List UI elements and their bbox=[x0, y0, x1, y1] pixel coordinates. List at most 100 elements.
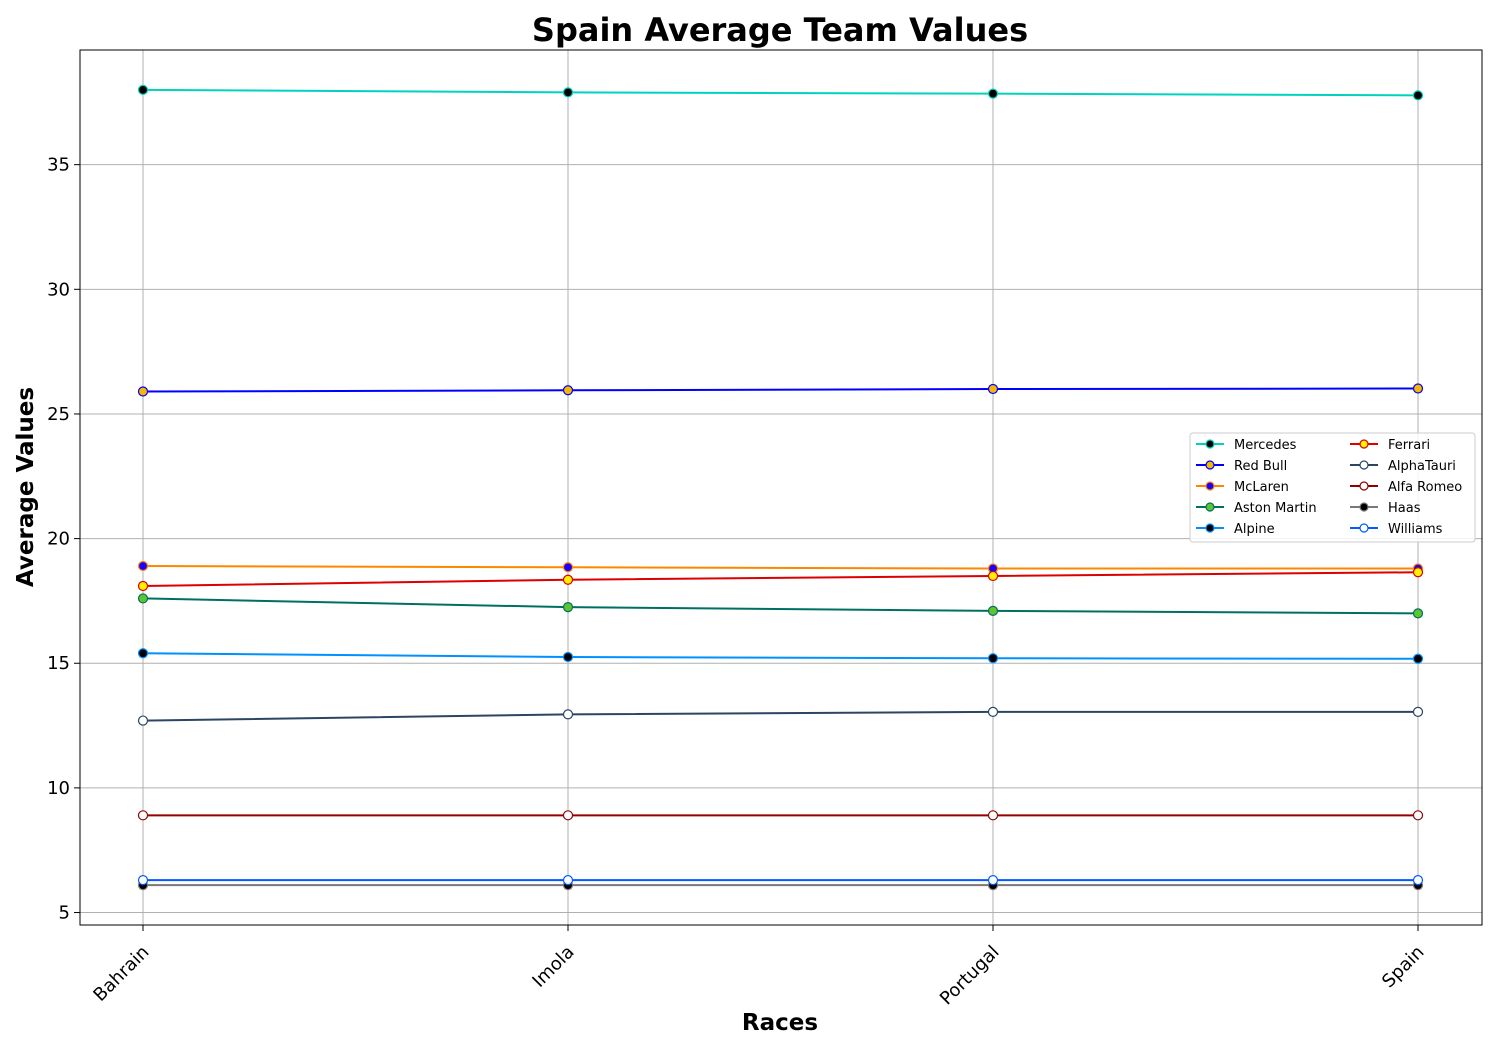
data-point-aston-martin bbox=[562, 602, 574, 613]
y-tick-label: 35 bbox=[47, 155, 70, 176]
data-point-ferrari bbox=[137, 580, 149, 592]
legend-item-alphatauri: AlphaTauri bbox=[1350, 459, 1456, 474]
data-point-red-bull bbox=[562, 385, 574, 396]
series-line-alpine bbox=[142, 652, 1419, 660]
data-point-williams bbox=[987, 875, 999, 886]
y-tick-label: 25 bbox=[47, 404, 70, 425]
series-mercedes bbox=[137, 84, 1424, 101]
series-line-red-bull bbox=[142, 387, 1419, 393]
series-line-mclaren bbox=[142, 565, 1418, 570]
data-point-mclaren bbox=[137, 560, 149, 572]
grid bbox=[80, 50, 1482, 925]
legend-box bbox=[1189, 432, 1476, 543]
data-point-alpine bbox=[987, 653, 999, 664]
series-line-aston-martin bbox=[142, 597, 1419, 615]
legend-label: Williams bbox=[1388, 522, 1443, 537]
y-tick-label: 10 bbox=[47, 778, 70, 799]
data-point-mclaren bbox=[562, 562, 574, 573]
data-point-red-bull bbox=[137, 386, 149, 397]
series-williams bbox=[137, 875, 1424, 886]
data-point-red-bull bbox=[987, 383, 999, 395]
chart-title: Spain Average Team Values bbox=[532, 11, 1028, 49]
data-point-mercedes bbox=[137, 84, 149, 95]
data-point-mercedes bbox=[987, 88, 999, 99]
series-aston-martin bbox=[137, 593, 1424, 619]
legend-label: Alfa Romeo bbox=[1388, 480, 1462, 495]
series-line-ferrari bbox=[142, 571, 1419, 587]
y-tick-label: 20 bbox=[47, 529, 70, 550]
legend-swatch-marker bbox=[1205, 523, 1215, 533]
legend-item-mclaren: McLaren bbox=[1196, 480, 1289, 495]
data-point-alpine bbox=[1412, 653, 1424, 664]
legend-item-haas: Haas bbox=[1350, 501, 1421, 516]
data-point-mercedes bbox=[562, 87, 574, 98]
data-point-alpine bbox=[137, 648, 149, 659]
legend-label: Aston Martin bbox=[1234, 501, 1317, 516]
data-point-alfa-romeo bbox=[987, 810, 999, 821]
legend-label: Ferrari bbox=[1388, 438, 1430, 453]
legend-swatch-marker bbox=[1205, 481, 1215, 491]
data-point-williams bbox=[137, 875, 149, 886]
data-point-williams bbox=[1412, 875, 1424, 886]
legend-item-aston-martin: Aston Martin bbox=[1196, 501, 1317, 516]
x-tick-label: Spain bbox=[1378, 942, 1428, 992]
data-point-alphatauri bbox=[562, 709, 574, 720]
legend-item-alfa-romeo: Alfa Romeo bbox=[1350, 480, 1462, 495]
data-point-ferrari bbox=[562, 574, 574, 585]
plot-frame bbox=[79, 49, 1483, 926]
legend-swatch-marker bbox=[1359, 523, 1369, 533]
data-point-alpine bbox=[562, 651, 574, 663]
y-tick-label: 5 bbox=[59, 903, 70, 924]
legend-label: AlphaTauri bbox=[1388, 459, 1456, 474]
legend-swatch-marker bbox=[1359, 481, 1369, 491]
legend-swatch-marker bbox=[1359, 502, 1369, 512]
legend-swatch-marker bbox=[1359, 460, 1369, 470]
series-group bbox=[137, 84, 1424, 891]
legend-label: McLaren bbox=[1234, 480, 1289, 495]
legend-label: Alpine bbox=[1234, 522, 1275, 537]
data-point-red-bull bbox=[1412, 383, 1424, 394]
series-alfa-romeo bbox=[137, 810, 1424, 821]
legend-label: Haas bbox=[1388, 501, 1421, 516]
series-line-mercedes bbox=[142, 88, 1419, 97]
legend-item-mercedes: Mercedes bbox=[1196, 438, 1297, 453]
data-point-ferrari bbox=[987, 570, 999, 582]
data-point-alphatauri bbox=[137, 715, 149, 726]
series-mclaren bbox=[137, 560, 1424, 574]
legend-swatch-marker bbox=[1205, 460, 1215, 470]
legend-label: Red Bull bbox=[1234, 459, 1287, 474]
x-tick-label: Imola bbox=[528, 942, 578, 992]
data-point-alphatauri bbox=[1412, 706, 1424, 717]
y-tick-label: 15 bbox=[47, 653, 70, 674]
x-tick-label: Bahrain bbox=[89, 942, 153, 1006]
data-point-mercedes bbox=[1412, 90, 1424, 101]
legend-item-ferrari: Ferrari bbox=[1350, 438, 1430, 453]
legend-item-williams: Williams bbox=[1350, 522, 1443, 537]
legend-swatch-marker bbox=[1359, 439, 1369, 449]
data-point-alfa-romeo bbox=[1412, 810, 1424, 821]
legend-swatch-marker bbox=[1205, 439, 1215, 449]
y-axis-label: Average Values bbox=[13, 387, 39, 587]
data-point-alfa-romeo bbox=[137, 810, 149, 821]
data-point-alfa-romeo bbox=[562, 810, 574, 821]
legend: Mercedes Red Bull McLaren Aston Martin Alpin… bbox=[1189, 432, 1476, 543]
y-tick-label: 30 bbox=[47, 279, 70, 300]
legend-item-alpine: Alpine bbox=[1196, 522, 1275, 537]
data-point-aston-martin bbox=[1412, 608, 1424, 619]
legend-label: Mercedes bbox=[1234, 438, 1297, 453]
legend-item-red-bull: Red Bull bbox=[1196, 459, 1287, 474]
series-haas bbox=[137, 880, 1424, 891]
x-tick-label: Portugal bbox=[936, 942, 1004, 1010]
series-line-alphatauri bbox=[142, 710, 1418, 722]
series-ferrari bbox=[137, 567, 1424, 592]
legend-swatch-marker bbox=[1205, 502, 1215, 512]
series-red-bull bbox=[137, 383, 1424, 397]
series-alpine bbox=[137, 648, 1424, 664]
data-point-aston-martin bbox=[137, 593, 149, 604]
data-point-ferrari bbox=[1412, 567, 1424, 578]
data-point-alphatauri bbox=[987, 706, 999, 717]
x-axis-label: Races bbox=[742, 1010, 818, 1036]
data-point-aston-martin bbox=[987, 605, 999, 616]
